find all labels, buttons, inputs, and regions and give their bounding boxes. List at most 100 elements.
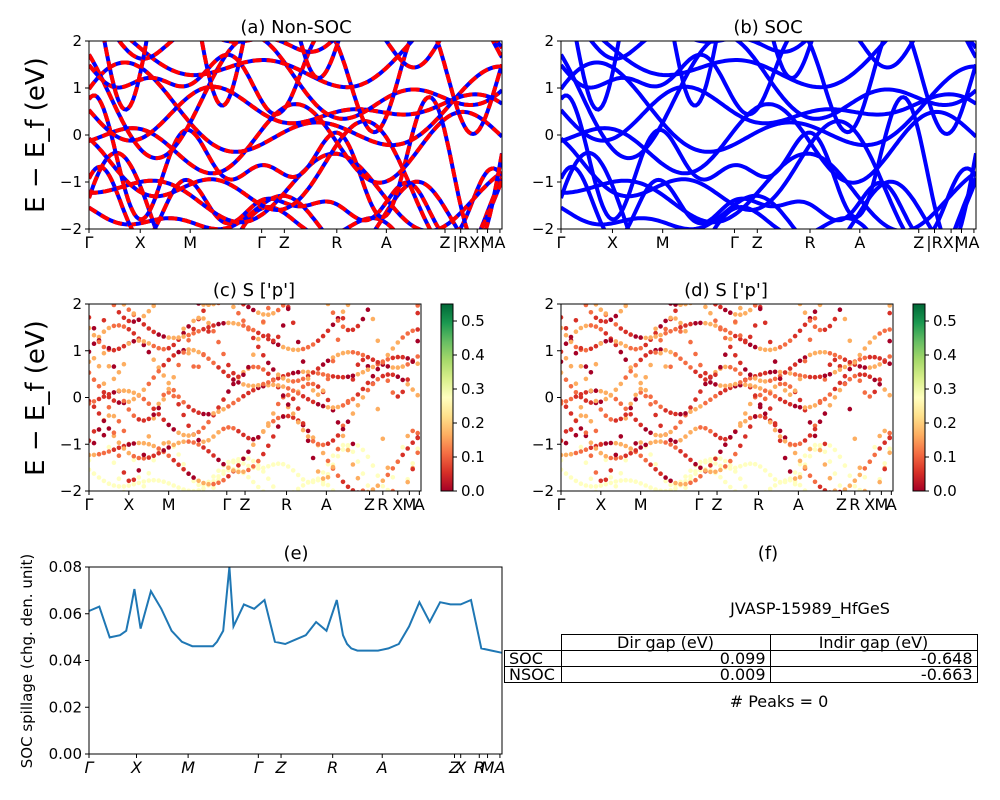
band-point [415,327,421,332]
band-point [345,400,351,406]
band-point [733,465,738,471]
xtick-label: Γ [254,758,264,777]
band-point [583,364,589,369]
band-point [757,464,763,469]
band-point [340,479,346,485]
band-point [176,462,181,468]
band-point [663,347,668,353]
band-point [410,461,416,466]
band-point [747,383,753,388]
band-point [310,439,316,444]
band-point [573,350,579,356]
band-point [151,357,156,363]
xtick-label: |R [452,233,469,252]
band-point [126,307,132,313]
band-point [772,427,778,433]
band-point [767,420,773,425]
band-point [648,430,653,436]
band-point [752,393,758,398]
band-point [683,453,688,458]
band-point [643,353,648,358]
band-point [151,304,156,309]
band-point [415,450,421,456]
band-lines [89,41,502,229]
band-point [593,428,599,434]
column-header-dir: Dir gap (eV) [560,634,771,651]
band-point [797,376,803,382]
band-point [703,400,708,406]
band-point [226,425,231,430]
band-point [141,339,147,344]
band-point [255,484,261,490]
band-point [787,402,793,407]
band-point [236,459,241,464]
xtick-label: Γ [85,233,94,252]
band-point [802,310,808,316]
title-a: (a) Non-SOC [240,17,351,38]
band-point [598,399,604,405]
band-point [561,452,564,458]
band-point [360,488,366,491]
band-point [673,316,678,321]
band-point [613,387,619,393]
band-point [181,326,186,332]
band-point [315,371,321,376]
band-point [365,354,371,360]
band-point [718,364,723,370]
band-point [196,442,201,447]
band-point [593,398,599,404]
ylabel-a: E − E_f (eV) [21,57,51,213]
band-point [91,429,97,434]
band-point [568,334,574,340]
band-point [390,475,396,480]
band-point [266,360,271,366]
band-point [310,399,316,405]
band-point [380,436,386,442]
band-point [827,372,833,377]
band-point [703,458,708,464]
band-point [340,403,346,408]
band-point [216,339,221,345]
band-point [812,442,818,448]
band-point [370,487,376,491]
xtick-label: M [874,495,888,514]
band-point [618,401,624,407]
band-point [777,396,783,402]
band-point [762,396,768,402]
colorbar-c: 0.0 0.1 0.2 0.3 0.4 0.5 [440,303,485,500]
xtick-label: A [376,758,388,777]
band-point [648,362,653,368]
band-point [842,463,848,468]
band-point [628,446,633,451]
band-point [305,376,311,382]
band-point [777,381,783,387]
band-point [757,386,763,391]
band-point [365,380,371,386]
band-point [266,464,271,469]
band-point [618,349,624,355]
band-point [310,479,316,485]
xtick-label: X| [469,233,485,252]
band-point [275,424,281,429]
band-point [593,470,599,475]
band-point [723,364,728,370]
band-point [703,377,708,382]
band-point [106,426,112,431]
band-point [593,484,599,489]
band-point [703,468,708,473]
band-point [211,474,216,479]
band-point [196,482,201,488]
gap-table: Dir gap (eV) Indir gap (eV) SOC 0.099 -0… [504,634,978,683]
band-point [320,442,326,448]
band-point [201,352,206,357]
band-point [643,442,648,448]
colorbar-tick-label: 0.2 [461,414,485,432]
band-point [842,373,848,379]
band-point [872,452,877,458]
band-point [837,380,843,386]
band-point [325,358,331,364]
band-point [832,395,838,400]
band-point [231,468,236,473]
band-point [832,316,838,322]
band-point [782,479,788,485]
